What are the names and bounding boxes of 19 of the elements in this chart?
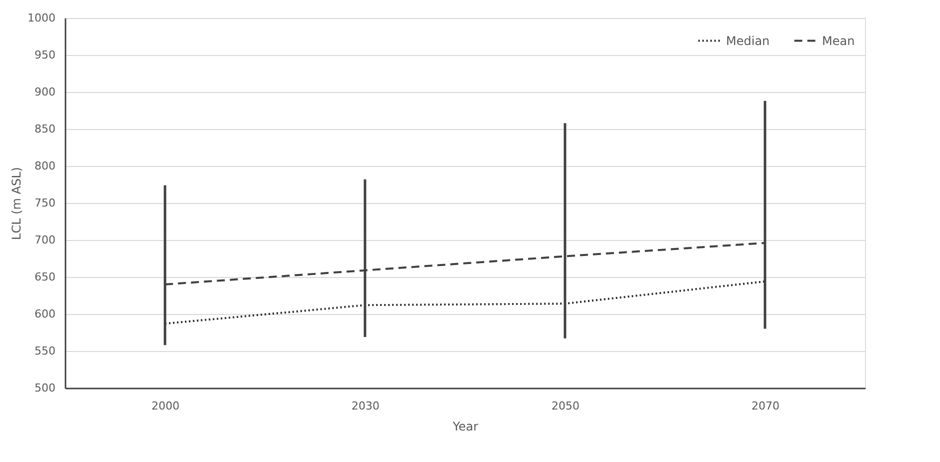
y-axis-title: LCL (m ASL) <box>10 167 24 240</box>
x-tick-label: 2050 <box>552 400 580 412</box>
y-tick-label: 650 <box>34 270 56 284</box>
y-tick-label: 500 <box>34 382 56 394</box>
x-tick-label: 2070 <box>752 400 780 412</box>
y-tick-label: 950 <box>34 48 56 62</box>
x-tick-label: 2030 <box>352 400 380 412</box>
y-tick-label: 800 <box>34 160 56 172</box>
y-tick-label: 750 <box>34 196 56 210</box>
y-tick-label: 550 <box>34 344 56 358</box>
legend-label: Median <box>726 34 770 48</box>
y-tick-label: 900 <box>34 86 56 98</box>
y-tick-label: 600 <box>34 308 56 320</box>
x-tick-label: 2000 <box>152 400 180 412</box>
y-tick-label: 850 <box>34 122 56 136</box>
y-tick-label: 1000 <box>28 12 56 24</box>
y-tick-label: 700 <box>34 234 56 246</box>
legend-label: Mean <box>822 34 855 48</box>
x-axis-title: Year <box>452 420 478 434</box>
